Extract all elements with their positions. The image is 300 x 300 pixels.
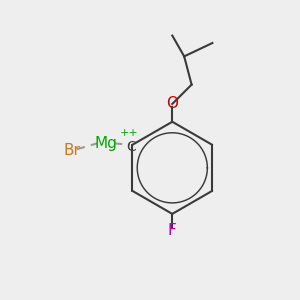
Text: F: F (168, 223, 177, 238)
Text: C: C (126, 140, 136, 154)
Text: ++: ++ (120, 128, 139, 138)
Text: O: O (166, 96, 178, 111)
Text: Mg: Mg (94, 136, 117, 151)
Text: Br: Br (63, 143, 80, 158)
